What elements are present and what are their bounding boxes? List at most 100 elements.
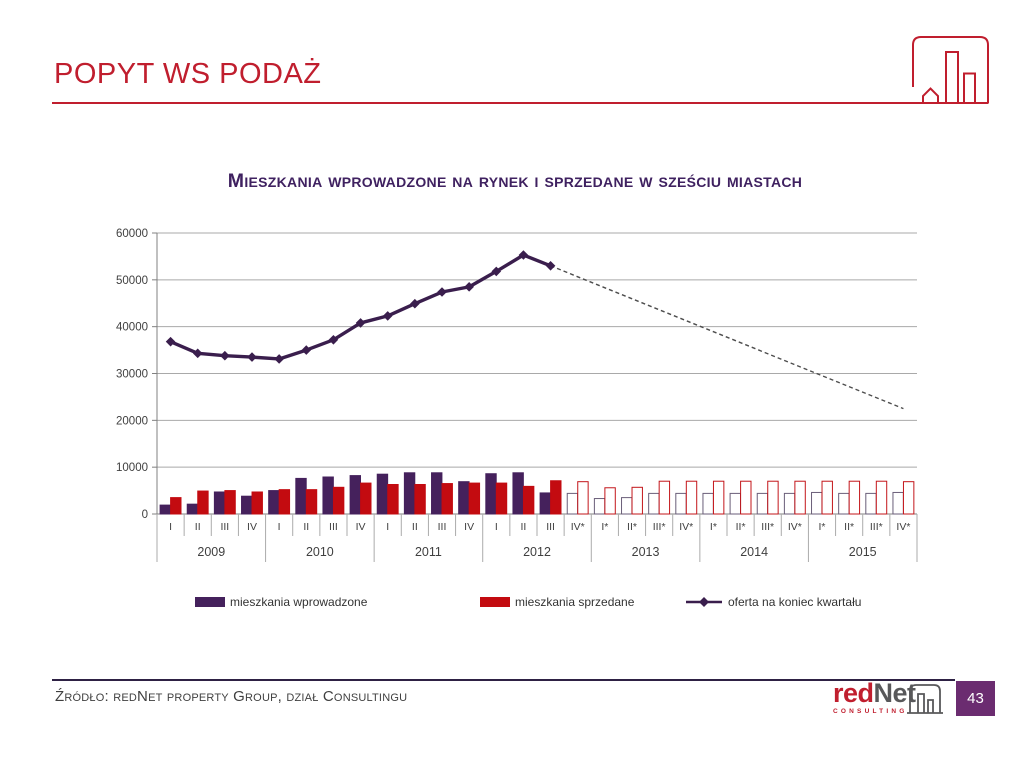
x-axis-quarter-label: III* xyxy=(870,521,883,533)
chart-title: Mieszkania wprowadzone na rynek i sprzed… xyxy=(227,170,803,192)
legend-swatch-wprowadzone-icon xyxy=(195,597,225,607)
legend-line-marker-icon xyxy=(686,597,722,607)
x-axis-quarter-label: III xyxy=(220,521,229,533)
bar-sprzedane xyxy=(902,481,915,515)
bar-sprzedane xyxy=(821,480,833,515)
offer-line-marker xyxy=(491,266,502,277)
bar-sprzedane xyxy=(305,489,318,515)
y-axis-label: 0 xyxy=(142,509,148,521)
x-axis-quarter-label: II xyxy=(412,521,418,533)
x-axis-quarter-label: IV* xyxy=(679,521,693,533)
bar-wprowadzone xyxy=(566,492,579,515)
bar-wprowadzone xyxy=(838,492,850,515)
bar-sprzedane xyxy=(224,490,236,515)
brand-red: red xyxy=(833,678,874,708)
offer-line-marker xyxy=(437,287,447,297)
x-axis-quarter-label: III* xyxy=(761,521,774,533)
bar-sprzedane xyxy=(441,483,453,515)
brand-building-icon xyxy=(907,684,943,714)
x-axis-year-label: 2010 xyxy=(306,545,334,559)
legend-label-oferta: oferta na koniec kwartału xyxy=(728,595,862,609)
x-axis-quarter-label: III xyxy=(438,521,447,533)
legend-item-oferta: oferta na koniec kwartału xyxy=(685,595,861,609)
x-axis-quarter-label: II xyxy=(303,521,309,533)
x-axis-quarter-label: IV xyxy=(464,521,474,533)
bar-wprowadzone xyxy=(539,492,551,515)
bar-sprzedane xyxy=(360,482,372,515)
bar-sprzedane xyxy=(794,480,806,515)
x-axis-quarter-label: II* xyxy=(627,521,637,533)
bar-wprowadzone xyxy=(213,491,226,515)
x-axis-quarter-label: II* xyxy=(844,521,854,533)
bar-sprzedane xyxy=(658,480,671,515)
offer-line-marker xyxy=(274,354,284,364)
legend-label-wprowadzone: mieszkania wprowadzone xyxy=(230,595,368,609)
bar-wprowadzone xyxy=(241,495,253,515)
bar-sprzedane xyxy=(170,497,182,515)
offer-line-forecast-dashed xyxy=(550,265,904,410)
bar-wprowadzone xyxy=(648,492,660,515)
source-text: Źródło: redNet property Group, dział Con… xyxy=(55,688,408,705)
offer-line-marker xyxy=(328,334,339,345)
bar-sprzedane xyxy=(332,486,345,515)
x-axis-year-label: 2015 xyxy=(849,545,877,559)
bar-sprzedane xyxy=(767,480,779,515)
bar-wprowadzone xyxy=(268,490,280,515)
bar-wprowadzone xyxy=(295,477,307,515)
bar-sprzedane xyxy=(740,480,752,515)
y-axis-label: 50000 xyxy=(116,275,148,287)
offer-line-marker xyxy=(382,311,393,321)
x-axis-quarter-label: IV xyxy=(356,521,366,533)
bar-sprzedane xyxy=(387,483,399,515)
bar-sprzedane xyxy=(251,491,263,515)
bar-wprowadzone xyxy=(675,492,687,515)
bar-sprzedane xyxy=(577,481,589,515)
brand-word: redNet xyxy=(833,678,916,708)
bar-wprowadzone xyxy=(702,492,714,515)
y-axis-label: 30000 xyxy=(116,369,148,381)
bar-wprowadzone xyxy=(756,492,769,515)
bar-sprzedane xyxy=(631,486,643,515)
rednet-consulting-logo: redNet CONSULTING xyxy=(833,680,953,715)
brand-net: Net xyxy=(873,678,917,708)
bar-sprzedane xyxy=(278,489,291,515)
bar-wprowadzone xyxy=(865,492,877,515)
rednet-building-logo-icon xyxy=(912,36,989,104)
brand-subtitle: CONSULTING xyxy=(833,708,908,715)
footer-rule xyxy=(52,679,955,681)
bar-wprowadzone xyxy=(593,498,606,515)
bar-wprowadzone xyxy=(811,491,823,515)
bar-wprowadzone xyxy=(621,497,633,515)
bar-sprzedane xyxy=(875,480,888,515)
bar-sprzedane xyxy=(550,480,562,515)
bar-sprzedane xyxy=(604,487,616,515)
offer-line-marker xyxy=(355,318,366,328)
x-axis-year-label: 2011 xyxy=(415,545,442,559)
x-axis-quarter-label: I xyxy=(169,521,172,533)
bar-wprowadzone xyxy=(729,492,741,515)
offer-line-marker xyxy=(220,350,230,361)
bar-wprowadzone xyxy=(783,492,796,515)
x-axis-quarter-label: IV* xyxy=(896,521,910,533)
bar-wprowadzone xyxy=(512,472,524,515)
bar-sprzedane xyxy=(495,482,508,515)
x-axis-quarter-label: II xyxy=(521,521,527,533)
legend-item-sprzedane: mieszkania sprzedane xyxy=(480,595,634,609)
bar-sprzedane xyxy=(848,480,861,515)
x-axis-quarter-label: I* xyxy=(710,521,717,533)
bar-wprowadzone xyxy=(485,473,497,515)
page-number-badge: 43 xyxy=(956,681,995,716)
x-axis-quarter-label: II* xyxy=(736,521,746,533)
bar-wprowadzone xyxy=(349,475,362,515)
x-axis-quarter-label: IV xyxy=(247,521,257,533)
x-axis-quarter-label: III* xyxy=(653,521,666,533)
y-axis-label: 60000 xyxy=(116,228,148,240)
title-underline xyxy=(52,102,988,104)
offer-line-marker xyxy=(518,250,529,260)
x-axis-quarter-label: IV* xyxy=(788,521,802,533)
offer-line-marker xyxy=(165,336,176,347)
offer-line-marker xyxy=(247,352,257,362)
y-axis-label: 40000 xyxy=(116,322,148,334)
